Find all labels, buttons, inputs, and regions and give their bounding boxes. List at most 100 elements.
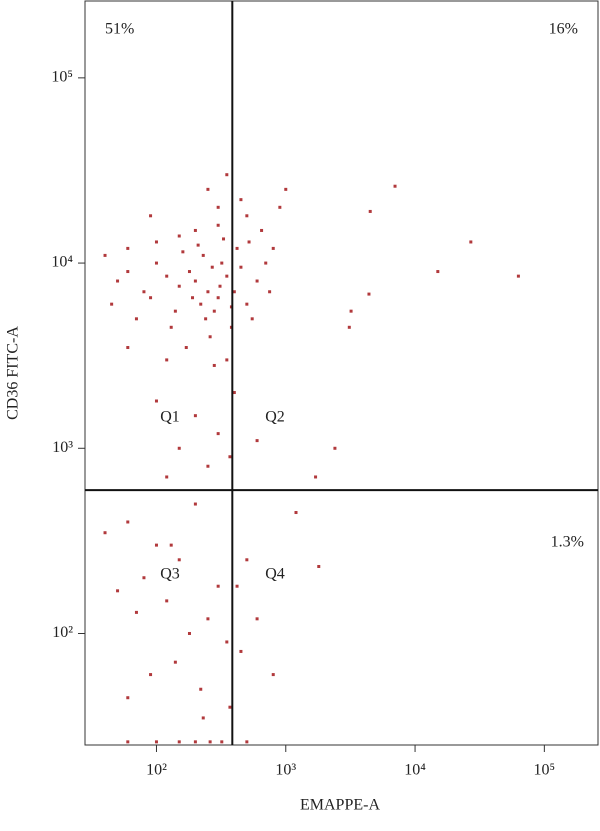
point <box>333 446 337 450</box>
y-tick-label: 10⁴ <box>51 254 73 271</box>
point <box>367 292 371 296</box>
point <box>169 325 173 329</box>
point <box>177 558 181 562</box>
quadrant-label: Q4 <box>265 566 285 583</box>
point <box>126 246 130 250</box>
point <box>177 740 181 744</box>
point <box>278 205 282 209</box>
point <box>271 246 275 250</box>
point <box>191 296 195 300</box>
point <box>206 290 210 294</box>
quadrant-label: Q1 <box>160 409 180 426</box>
point <box>206 464 210 468</box>
point <box>103 253 107 257</box>
point <box>149 214 153 218</box>
point <box>268 290 272 294</box>
point <box>193 228 197 232</box>
x-axis-label: EMAPPE-A <box>300 797 380 814</box>
point <box>206 617 210 621</box>
point <box>208 335 212 339</box>
point <box>260 228 264 232</box>
point <box>255 439 259 443</box>
point <box>193 502 197 506</box>
point <box>110 302 114 306</box>
point <box>165 274 169 278</box>
point <box>235 246 239 250</box>
point <box>347 325 351 329</box>
point <box>187 631 191 635</box>
point <box>173 660 177 664</box>
point <box>232 290 236 294</box>
point <box>225 358 229 362</box>
point <box>245 740 249 744</box>
point <box>181 250 185 254</box>
x-tick-label: 10⁴ <box>404 762 426 779</box>
point <box>196 243 200 247</box>
point <box>199 302 203 306</box>
point <box>165 475 169 479</box>
point <box>228 705 232 709</box>
point <box>154 240 158 244</box>
point <box>212 363 216 367</box>
point <box>216 584 220 588</box>
point <box>103 531 107 535</box>
point <box>126 346 130 350</box>
point <box>222 237 226 241</box>
point <box>216 223 220 227</box>
point <box>165 358 169 362</box>
point <box>239 265 243 269</box>
point <box>187 270 191 274</box>
point <box>134 317 138 321</box>
point <box>206 187 210 191</box>
point <box>212 309 216 313</box>
quadrant-label: Q2 <box>265 409 285 426</box>
point <box>142 576 146 580</box>
quadrant-label: Q3 <box>160 566 180 583</box>
x-tick-label: 10² <box>146 762 167 779</box>
y-axis-label: CD36 FITC-A <box>5 326 22 420</box>
y-tick-label: 10³ <box>52 439 73 456</box>
point <box>126 270 130 274</box>
point <box>436 270 440 274</box>
point <box>149 673 153 677</box>
point <box>317 564 321 568</box>
point <box>173 309 177 313</box>
point <box>193 740 197 744</box>
point <box>126 740 130 744</box>
point <box>225 173 229 177</box>
quadrant-percent: 16% <box>549 21 578 38</box>
point <box>134 610 138 614</box>
point <box>220 740 224 744</box>
point <box>239 198 243 202</box>
point <box>177 234 181 238</box>
point <box>126 696 130 700</box>
point <box>284 187 288 191</box>
point <box>314 475 318 479</box>
point <box>184 346 188 350</box>
point <box>177 446 181 450</box>
point <box>201 253 205 257</box>
point <box>294 511 298 515</box>
point <box>216 432 220 436</box>
point <box>204 317 208 321</box>
x-tick-label: 10³ <box>275 762 296 779</box>
point <box>169 543 173 547</box>
point <box>154 543 158 547</box>
point <box>228 455 232 459</box>
point <box>225 274 229 278</box>
point <box>216 296 220 300</box>
point <box>149 296 153 300</box>
point <box>255 279 259 283</box>
y-tick-label: 10⁵ <box>51 69 73 86</box>
point <box>225 640 229 644</box>
point <box>201 716 205 720</box>
point <box>220 261 224 265</box>
point <box>142 290 146 294</box>
point <box>208 740 212 744</box>
point <box>393 184 397 188</box>
point <box>165 599 169 603</box>
plot-frame <box>84 0 599 746</box>
point <box>216 205 220 209</box>
y-tick-label: 10² <box>52 624 73 641</box>
